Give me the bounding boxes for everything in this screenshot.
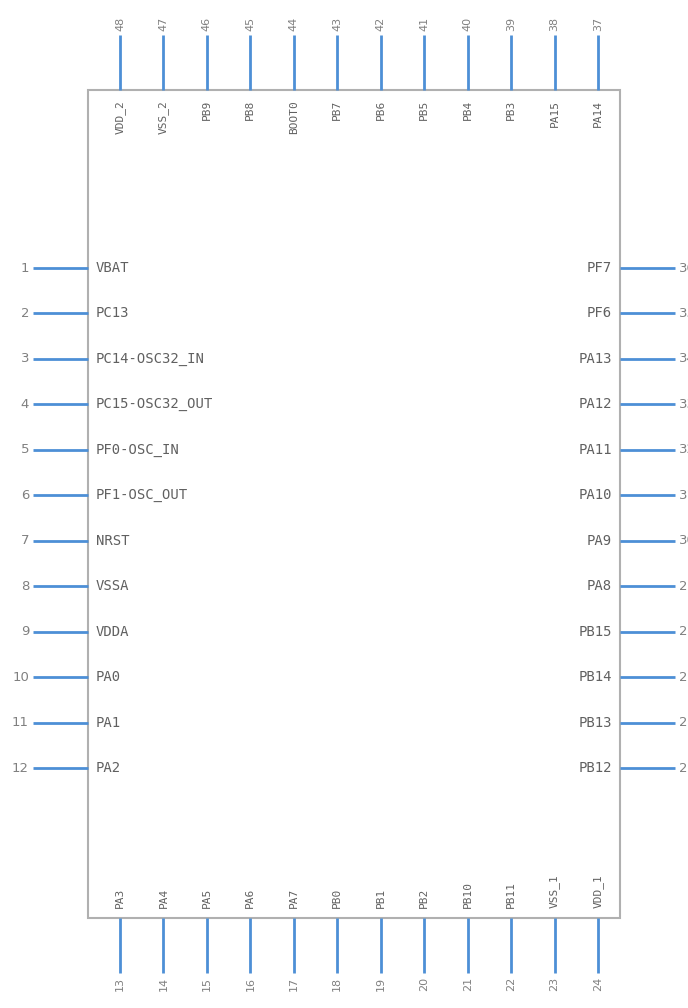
Text: 1: 1 <box>21 261 29 274</box>
Text: 46: 46 <box>202 17 212 31</box>
Text: PB13: PB13 <box>579 716 612 730</box>
Text: 9: 9 <box>21 625 29 638</box>
Text: PB2: PB2 <box>419 888 429 908</box>
Text: PB3: PB3 <box>506 100 516 120</box>
Text: VSS_1: VSS_1 <box>549 874 560 908</box>
Text: 20: 20 <box>419 977 429 991</box>
Text: 48: 48 <box>115 17 125 31</box>
Text: 11: 11 <box>12 716 29 729</box>
Text: PA8: PA8 <box>587 580 612 593</box>
Text: PA6: PA6 <box>246 888 255 908</box>
Text: 39: 39 <box>506 17 516 31</box>
Text: 4: 4 <box>21 398 29 411</box>
Text: PA5: PA5 <box>202 888 212 908</box>
Text: 38: 38 <box>550 17 559 31</box>
Text: VBAT: VBAT <box>96 261 129 275</box>
Text: PA10: PA10 <box>579 488 612 502</box>
Text: 42: 42 <box>376 17 386 31</box>
Text: PB7: PB7 <box>332 100 342 120</box>
Text: 8: 8 <box>21 580 29 593</box>
Text: PB8: PB8 <box>246 100 255 120</box>
Text: PA4: PA4 <box>158 888 169 908</box>
Text: 7: 7 <box>21 534 29 547</box>
Text: 27: 27 <box>679 670 688 683</box>
Text: 34: 34 <box>679 353 688 366</box>
Text: PA12: PA12 <box>579 397 612 411</box>
Text: 6: 6 <box>21 489 29 502</box>
Text: 37: 37 <box>593 17 603 31</box>
Text: PA13: PA13 <box>579 352 612 366</box>
Text: 17: 17 <box>289 977 299 991</box>
Text: 19: 19 <box>376 977 386 991</box>
Text: 35: 35 <box>679 307 688 320</box>
Text: PB12: PB12 <box>579 761 612 775</box>
Text: PA1: PA1 <box>96 716 121 730</box>
Text: 22: 22 <box>506 977 516 991</box>
Text: PB6: PB6 <box>376 100 386 120</box>
Text: 13: 13 <box>115 977 125 991</box>
Text: PA3: PA3 <box>115 888 125 908</box>
Text: VSS_2: VSS_2 <box>158 100 169 134</box>
Text: 45: 45 <box>246 17 255 31</box>
Text: PB15: PB15 <box>579 625 612 639</box>
Text: 31: 31 <box>679 489 688 502</box>
Text: 36: 36 <box>679 261 688 274</box>
Text: 44: 44 <box>289 17 299 31</box>
Text: BOOT0: BOOT0 <box>289 100 299 134</box>
Text: 43: 43 <box>332 17 342 31</box>
Text: VDD_1: VDD_1 <box>592 874 603 908</box>
Text: 29: 29 <box>679 580 688 593</box>
Text: PF0-OSC_IN: PF0-OSC_IN <box>96 443 180 457</box>
Text: PC14-OSC32_IN: PC14-OSC32_IN <box>96 352 205 366</box>
Text: 25: 25 <box>679 761 688 774</box>
Text: NRST: NRST <box>96 533 129 547</box>
Text: PA11: PA11 <box>579 443 612 457</box>
Text: PF6: PF6 <box>587 306 612 321</box>
Text: 23: 23 <box>550 977 559 991</box>
Text: 41: 41 <box>419 17 429 31</box>
Text: 32: 32 <box>679 444 688 457</box>
Text: 26: 26 <box>679 716 688 729</box>
Text: PC15-OSC32_OUT: PC15-OSC32_OUT <box>96 397 213 411</box>
Text: PA2: PA2 <box>96 761 121 775</box>
Text: 16: 16 <box>246 977 255 991</box>
Text: PB14: PB14 <box>579 670 612 684</box>
Text: PC13: PC13 <box>96 306 129 321</box>
Text: 15: 15 <box>202 977 212 991</box>
Text: 2: 2 <box>21 307 29 320</box>
Text: PB10: PB10 <box>462 881 473 908</box>
Text: 28: 28 <box>679 625 688 638</box>
Text: PA9: PA9 <box>587 533 612 547</box>
Text: PB5: PB5 <box>419 100 429 120</box>
Text: 10: 10 <box>12 670 29 683</box>
Text: 24: 24 <box>593 977 603 991</box>
Text: VDD_2: VDD_2 <box>114 100 125 134</box>
Text: 30: 30 <box>679 534 688 547</box>
Text: 14: 14 <box>158 977 169 991</box>
Bar <box>88 90 620 918</box>
Text: VSSA: VSSA <box>96 580 129 593</box>
Text: 5: 5 <box>21 444 29 457</box>
Text: PA7: PA7 <box>289 888 299 908</box>
Text: PB1: PB1 <box>376 888 386 908</box>
Text: PA14: PA14 <box>593 100 603 127</box>
Text: 21: 21 <box>462 977 473 991</box>
Text: PB9: PB9 <box>202 100 212 120</box>
Text: 3: 3 <box>21 353 29 366</box>
Text: PB4: PB4 <box>462 100 473 120</box>
Text: PA15: PA15 <box>550 100 559 127</box>
Text: 18: 18 <box>332 977 342 991</box>
Text: 40: 40 <box>462 17 473 31</box>
Text: PF1-OSC_OUT: PF1-OSC_OUT <box>96 488 188 502</box>
Text: 47: 47 <box>158 17 169 31</box>
Text: PB0: PB0 <box>332 888 342 908</box>
Text: 33: 33 <box>679 398 688 411</box>
Text: VDDA: VDDA <box>96 625 129 639</box>
Text: 12: 12 <box>12 761 29 774</box>
Text: PB11: PB11 <box>506 881 516 908</box>
Text: PA0: PA0 <box>96 670 121 684</box>
Text: PF7: PF7 <box>587 261 612 275</box>
